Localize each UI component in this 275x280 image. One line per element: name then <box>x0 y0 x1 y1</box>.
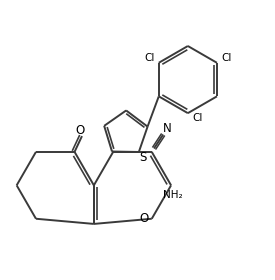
Text: N: N <box>163 122 171 135</box>
Text: S: S <box>139 151 147 164</box>
Text: Cl: Cl <box>192 113 202 123</box>
Text: Cl: Cl <box>144 53 155 63</box>
Text: O: O <box>75 123 84 137</box>
Text: Cl: Cl <box>221 53 232 63</box>
Text: NH₂: NH₂ <box>163 190 183 200</box>
Text: O: O <box>140 212 149 225</box>
